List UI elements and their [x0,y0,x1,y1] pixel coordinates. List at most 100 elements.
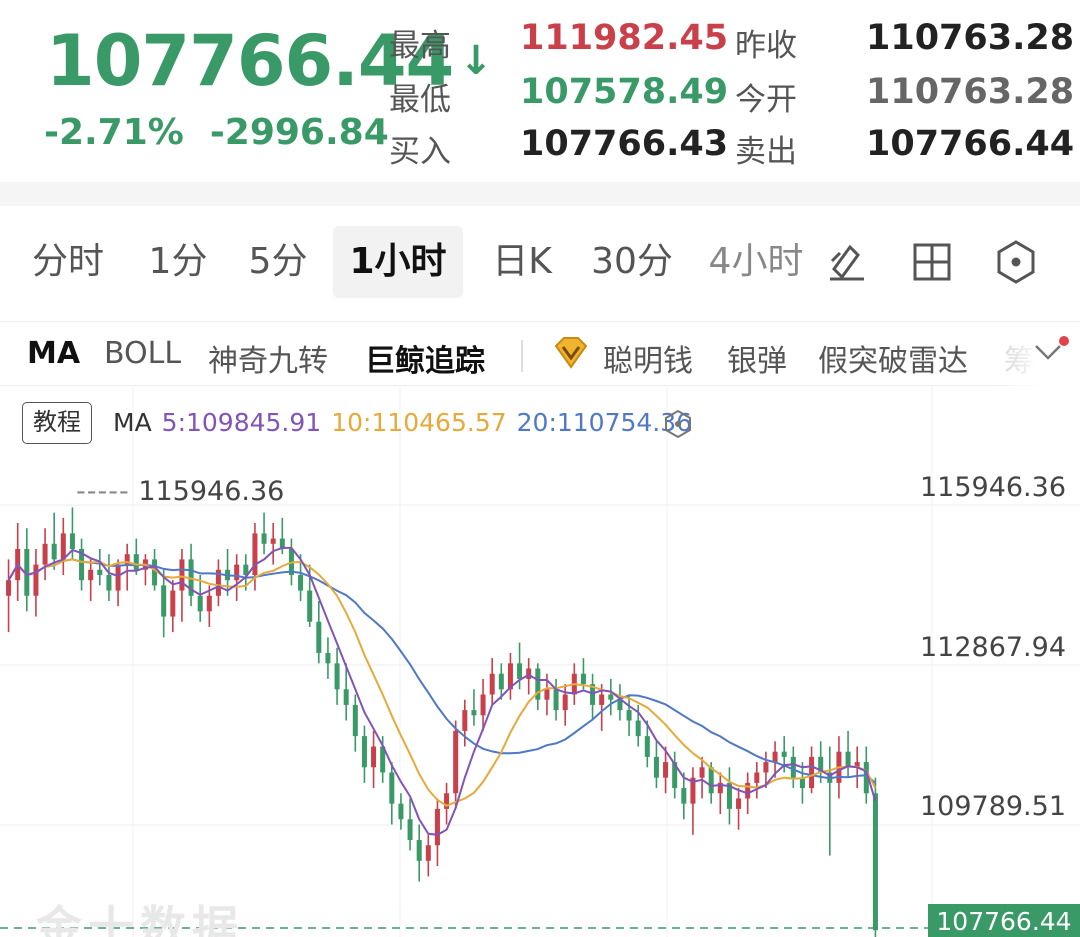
candle-body [818,756,824,773]
timeframe-tabs: 分时 1分 5分 1小时 日K 30分 4小时 [0,206,1080,322]
candle-body [343,689,349,705]
candle-body [316,621,322,653]
candle-body [133,554,139,570]
candle-body [33,564,39,596]
candle-body [88,569,94,581]
candle-body [498,673,504,690]
chevron-down-icon[interactable] [1032,340,1064,368]
draw-tool-icon[interactable] [822,236,870,288]
high-label: 最高 [389,28,451,64]
y-axis-tick-mid: 112867.94 [919,632,1066,663]
candle-body [507,663,513,690]
candle-body [261,533,267,544]
tutorial-button[interactable]: 教程 [22,402,92,444]
bid-label: 买入 [389,134,451,170]
candle-body [371,746,377,768]
y-axis-tick-low: 109789.51 [919,791,1066,822]
candle-body [197,595,203,612]
candle-body [106,574,112,591]
candle-body [453,730,459,794]
candle-body [425,845,431,861]
quote-header: 107766.44 ↓ -2.71% -2996.84 最高 111982.45… [0,0,1080,182]
candle-body [325,652,331,664]
settings-hex-icon[interactable] [992,236,1040,288]
candle-body [608,694,614,700]
candle-body [24,548,30,596]
candle-body [517,663,523,679]
candle-body [617,699,623,711]
candle-body [279,538,285,549]
ask-label: 卖出 [735,134,797,170]
candle-body [152,559,158,586]
tab-1hour[interactable]: 1小时 [333,226,463,298]
candle-body [736,798,742,809]
candle-body [407,819,413,841]
tab-daily[interactable]: 日K [492,241,552,282]
high-value: 111982.45 [520,18,729,58]
ma20-line [7,558,877,784]
candle-body [863,762,869,794]
layout-grid-icon[interactable] [908,236,956,288]
indicator-ma[interactable]: MA [27,336,81,371]
candle-body [298,574,304,591]
candle-body [754,772,760,783]
candle-body [398,803,404,820]
ma20-value: 20:110754.36 [516,408,693,437]
candle-body [544,689,550,700]
tab-4hour[interactable]: 4小时 [708,241,804,282]
indicator-silver-bullet[interactable]: 银弹 [727,344,787,379]
ma5-value: 5:109845.91 [161,408,322,437]
candle-body [361,736,367,768]
candle-body [489,673,495,695]
candle-body [644,736,650,757]
watermark: 金十数据 [36,901,244,937]
indicator-fade [990,322,1080,386]
indicator-fake-breakout[interactable]: 假突破雷达 [818,344,968,379]
ma-label: MA [113,408,152,437]
candle-body [462,710,468,731]
candle-body [781,751,787,757]
candle-body [252,533,258,575]
candle-body [42,543,48,565]
candle-body [772,751,778,763]
indicator-magic-nine[interactable]: 神奇九转 [208,344,328,379]
max-marker-dashes: ----- [76,476,130,507]
tab-5min[interactable]: 5分 [248,241,308,282]
tab-30min[interactable]: 30分 [591,241,673,282]
candlestick-chart[interactable] [0,386,1080,937]
price-change: -2.71% -2996.84 [44,112,389,153]
low-value: 107578.49 [520,72,729,112]
candle-body [626,710,632,721]
candle-body [179,559,185,591]
indicator-divider [521,340,523,372]
candle-body [745,782,751,799]
candle-body [170,590,176,617]
open-value: 110763.28 [866,72,1075,112]
indicator-whale-tracking[interactable]: 巨鲸追踪 [365,344,485,379]
ma-legend: MA 5:109845.91 10:110465.57 20:110754.36 [113,408,692,437]
candle-body [535,668,541,700]
candle-body [799,777,805,789]
prev-close-value: 110763.28 [866,18,1075,58]
low-label: 最低 [389,82,451,118]
candle-body [790,756,796,778]
candle-body [79,548,85,581]
indicator-smart-money[interactable]: 聪明钱 [603,344,693,379]
tab-1min[interactable]: 1分 [148,241,208,282]
indicator-boll[interactable]: BOLL [104,336,182,371]
candle-body [6,580,12,596]
ma-settings-icon[interactable] [663,409,693,439]
max-marker-value: 115946.36 [138,476,285,507]
candle-body [553,689,559,711]
tab-timeshare[interactable]: 分时 [31,241,104,282]
candle-body [161,585,167,617]
candle-body [389,772,395,804]
candle-body [444,793,450,809]
ma10-line [7,558,877,807]
candle-body [115,564,121,591]
candle-body [717,782,723,794]
candle-body [334,663,340,690]
candle-body [97,569,103,575]
candle-body [663,762,669,778]
ma10-value: 10:110465.57 [331,408,507,437]
